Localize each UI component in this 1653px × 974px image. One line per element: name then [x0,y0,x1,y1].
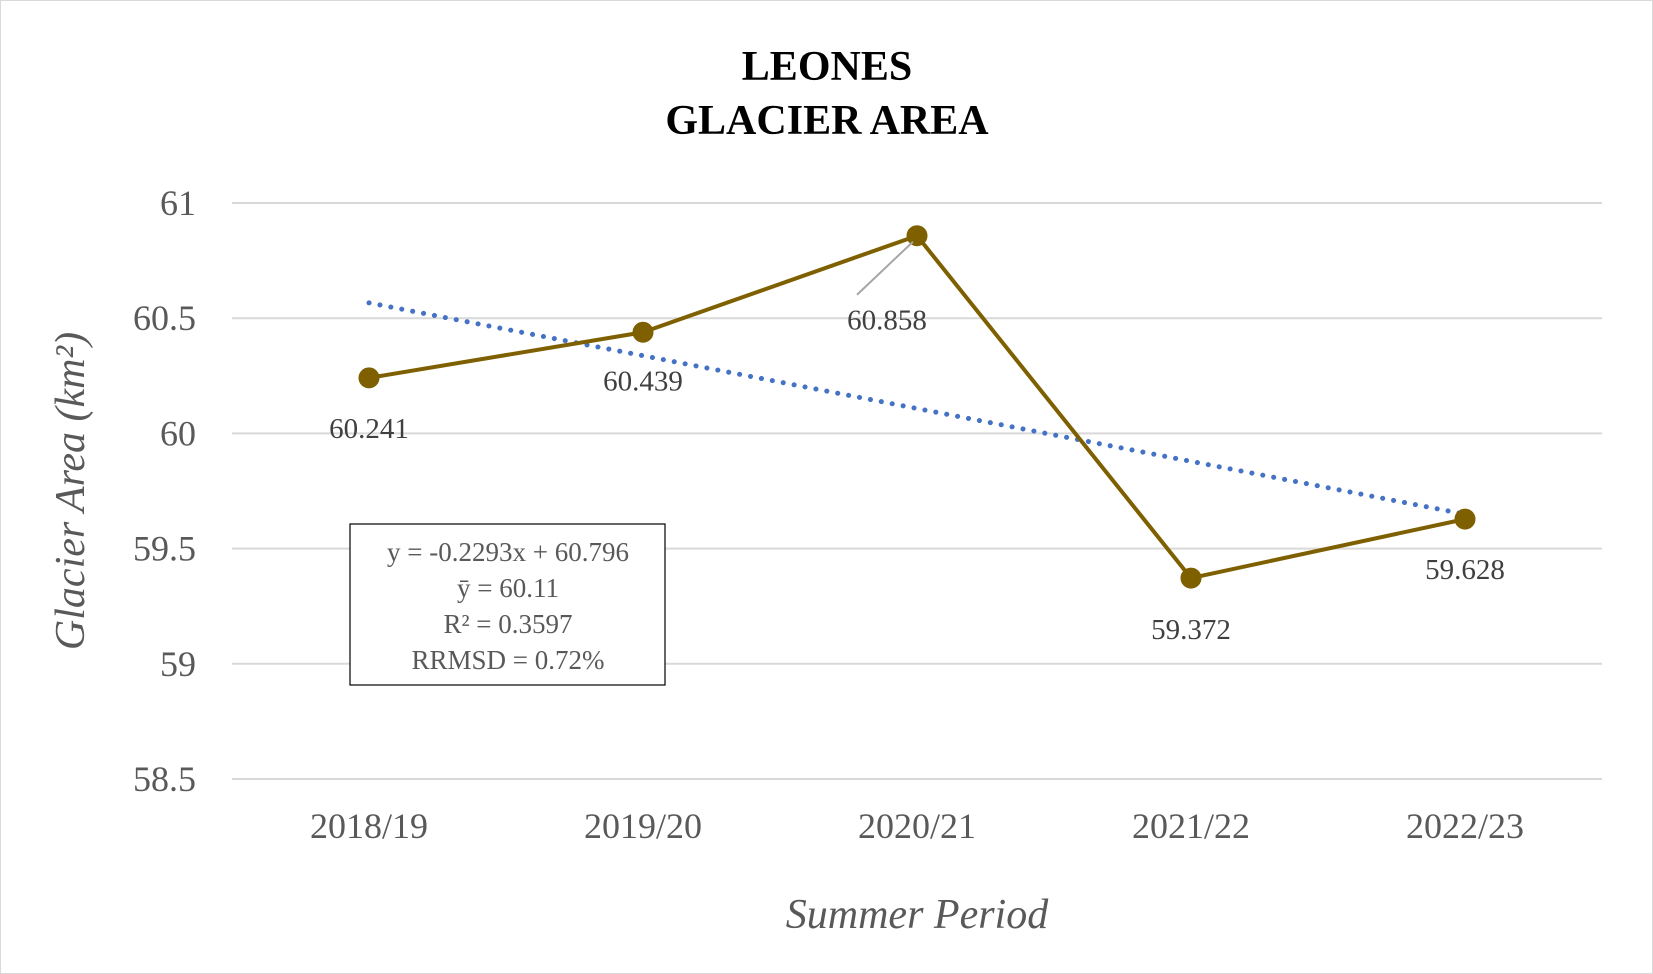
data-label: 60.241 [329,413,409,445]
x-tick-label: 2022/23 [1406,806,1524,846]
data-label: 59.372 [1151,614,1231,646]
x-tick-label: 2021/22 [1132,806,1250,846]
data-point [906,225,928,247]
trendline-layer [366,300,1468,517]
data-label-leader-line [856,240,914,296]
y-tick-label: 58.5 [133,759,196,799]
data-point [1454,508,1476,530]
x-tick-label: 2019/20 [584,806,702,846]
trendline [366,300,1468,517]
data-labels: 60.241 60.439 60.858 59.372 59.628 [329,240,1505,646]
y-tick-label: 60.5 [133,298,196,338]
mean-value: ȳ = 60.11 [457,573,559,603]
y-tick-label: 60 [160,413,196,453]
y-tick-label: 61 [160,183,196,223]
x-axis-title: Summer Period [786,892,1049,938]
stats-box: y = -0.2293x + 60.796 ȳ = 60.11 R² = 0.3… [349,523,666,686]
gridlines [232,202,1602,780]
stats-box-frame [349,523,666,686]
x-tick-label: 2018/19 [310,806,428,846]
trendline-equation: y = -0.2293x + 60.796 [387,537,629,567]
series-layer [358,225,1476,589]
data-point [1180,567,1202,589]
chart-title-line-1: LEONES [742,44,912,90]
y-axis-ticks: 58.5 59 59.5 60 60.5 61 [133,183,196,799]
rrmsd: RRMSD = 0.72% [411,645,604,675]
r-squared: R² = 0.3597 [443,609,572,639]
x-tick-label: 2020/21 [858,806,976,846]
y-tick-label: 59.5 [133,529,196,569]
data-label: 60.439 [603,365,683,397]
y-tick-label: 59 [160,644,196,684]
data-point [358,367,380,389]
data-label: 59.628 [1425,554,1505,586]
x-axis-ticks: 2018/19 2019/20 2020/21 2021/22 2022/23 [310,806,1524,846]
y-axis-title: Glacier Area (km²) [48,332,94,650]
data-label: 60.858 [847,305,927,337]
data-point [632,321,654,343]
chart-title-line-2: GLACIER AREA [665,98,989,144]
